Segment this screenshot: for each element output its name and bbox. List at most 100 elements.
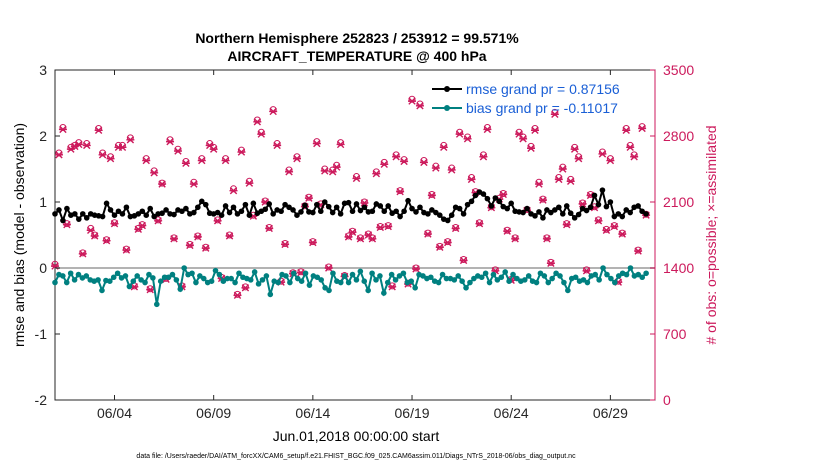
bias-point xyxy=(63,279,70,286)
nobs-possible-point xyxy=(59,124,67,132)
nobs-assimilated-point xyxy=(467,175,476,184)
nobs-possible-point xyxy=(388,282,396,290)
bias-point xyxy=(584,279,591,286)
rmse-point xyxy=(191,209,197,216)
nobs-assimilated-point xyxy=(392,153,401,161)
nobs-possible-point xyxy=(622,124,630,132)
bias-point xyxy=(482,270,489,277)
x-tick-label: 06/19 xyxy=(395,405,430,421)
nobs-assimilated-point xyxy=(142,156,151,165)
nobs-assimilated-point xyxy=(78,250,87,258)
bias-point xyxy=(486,279,493,286)
x-tick-label: 06/29 xyxy=(593,405,628,421)
nobs-assimilated-point xyxy=(225,232,234,240)
bias-point xyxy=(541,273,548,279)
nobs-possible-point xyxy=(333,161,341,169)
nobs-possible-point xyxy=(309,238,317,246)
nobs-assimilated-point xyxy=(58,125,67,134)
bias-point xyxy=(471,275,477,282)
nobs-assimilated-point xyxy=(483,125,492,134)
nobs-assimilated-point xyxy=(439,143,448,152)
rmse-point xyxy=(413,209,419,215)
nobs-possible-point xyxy=(111,219,119,227)
nobs-assimilated-point xyxy=(360,199,369,207)
nobs-assimilated-point xyxy=(447,166,456,174)
nobs-possible-point xyxy=(321,165,329,173)
rmse-point xyxy=(202,201,209,208)
bias-point xyxy=(337,279,344,286)
nobs-assimilated-point xyxy=(106,154,115,163)
nobs-possible-point xyxy=(531,124,539,132)
rmse-point xyxy=(627,209,634,216)
bias-point xyxy=(146,271,152,278)
rmse-point xyxy=(302,202,308,209)
x-tick-label: 06/14 xyxy=(295,405,330,421)
bias-point xyxy=(408,278,415,285)
bias-point xyxy=(396,273,403,279)
nobs-possible-point xyxy=(91,231,99,239)
rmse-point xyxy=(484,195,491,202)
rmse-point xyxy=(591,192,598,199)
nobs-assimilated-point xyxy=(610,222,619,231)
bias-point xyxy=(369,270,375,277)
nobs-possible-point xyxy=(273,140,281,148)
rmse-point xyxy=(286,204,292,211)
nobs-possible-point xyxy=(51,260,59,268)
legend: rmse grand pr = 0.87156 bias grand pr = … xyxy=(432,81,620,116)
nobs-possible-point xyxy=(194,232,202,240)
rmse-point xyxy=(635,203,641,209)
nobs-assimilated-point xyxy=(201,244,210,252)
nobs-assimilated-point xyxy=(443,238,452,247)
nobs-possible-point xyxy=(79,249,87,257)
chart-title: Northern Hemisphere 252823 / 253912 = 99… xyxy=(195,30,519,46)
bias-point xyxy=(533,279,540,286)
nobs-assimilated-point xyxy=(415,102,424,110)
rmse-point xyxy=(56,207,62,213)
bias-point xyxy=(381,290,387,296)
bias-point xyxy=(639,274,646,281)
nobs-assimilated-point xyxy=(150,169,159,177)
bias-point xyxy=(326,287,332,294)
nobs-assimilated-point xyxy=(320,167,329,175)
right-axis-ticks: 3500 2800 2100 1400 700 0 xyxy=(650,62,694,408)
nobs-possible-point xyxy=(170,234,178,242)
bias-point xyxy=(537,270,544,277)
nobs-possible-point xyxy=(186,240,194,248)
left-axis-label: rmse and bias (model - observation) xyxy=(11,123,27,347)
nobs-assimilated-point xyxy=(173,147,182,155)
nobs-assimilated-point xyxy=(638,124,647,133)
nobs-possible-point xyxy=(146,285,154,293)
nobs-possible-point xyxy=(499,190,507,198)
nobs-possible-point xyxy=(158,179,166,187)
rmse-point xyxy=(179,208,185,215)
nobs-assimilated-point xyxy=(574,154,583,163)
bias-point xyxy=(525,273,532,279)
rmse-point xyxy=(520,209,526,216)
chart-subtitle: AIRCRAFT_TEMPERATURE @ 400 hPa xyxy=(227,48,486,64)
rmse-point xyxy=(619,213,626,220)
nobs-possible-point xyxy=(606,155,614,163)
rmse-point xyxy=(429,207,435,213)
bias-point xyxy=(349,271,356,278)
rmse-point xyxy=(377,203,384,209)
nobs-possible-point xyxy=(551,108,559,116)
rmse-point xyxy=(163,207,169,213)
left-tick-label: -2 xyxy=(35,392,48,408)
x-tick-label: 06/04 xyxy=(97,405,132,421)
rmse-point xyxy=(401,208,407,215)
bias-point xyxy=(604,271,610,278)
bias-point xyxy=(506,278,512,285)
nobs-possible-point xyxy=(122,245,130,253)
nobs-possible-point xyxy=(174,145,182,153)
bias-point xyxy=(612,279,618,286)
bias-point xyxy=(126,283,133,290)
nobs-assimilated-point xyxy=(86,226,95,234)
bias-point xyxy=(122,273,129,279)
nobs-possible-point xyxy=(559,163,567,171)
bias-point xyxy=(169,271,176,278)
nobs-possible-point xyxy=(142,155,150,163)
nobs-possible-point xyxy=(535,178,543,186)
nobs-assimilated-point xyxy=(606,156,615,165)
rmse-point xyxy=(270,211,276,217)
nobs-assimilated-point xyxy=(408,97,417,105)
